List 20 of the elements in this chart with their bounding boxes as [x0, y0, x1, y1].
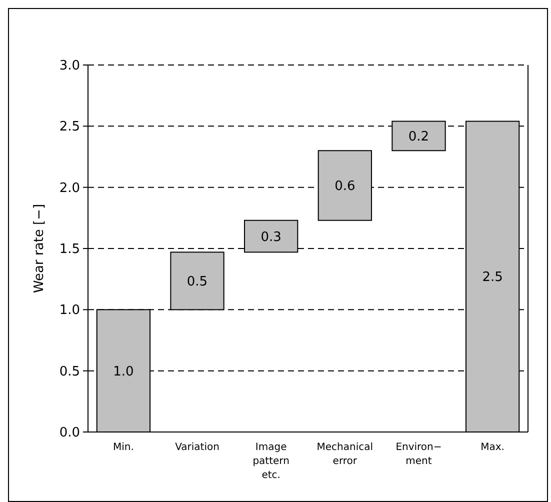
x-tick-label: Mechanical error — [316, 442, 374, 467]
y-tick-label: 1.0 — [59, 303, 80, 318]
y-tick-label: 2.0 — [59, 180, 80, 196]
x-tick-label: Image pattern etc. — [252, 442, 290, 481]
x-tick-label: Environ− ment — [396, 442, 442, 467]
data-label: 0.2 — [408, 130, 430, 145]
data-label: 0.3 — [260, 230, 282, 245]
y-tick-label: 2.5 — [59, 120, 80, 135]
data-label: 2.5 — [482, 270, 503, 286]
x-tick-label: Min. — [112, 442, 134, 453]
y-tick-label: 0.5 — [59, 364, 80, 380]
y-tick-label: 1.5 — [59, 242, 80, 258]
y-axis-title: Wear rate [−] — [32, 204, 47, 294]
x-tick-label: Max. — [480, 442, 504, 453]
data-label: 0.6 — [334, 179, 356, 194]
y-tick-label: 0.0 — [59, 426, 80, 441]
data-label: 1.0 — [113, 364, 134, 380]
y-tick-label: 3.0 — [59, 58, 80, 74]
x-tick-label: Variation — [175, 442, 220, 453]
data-label: 0.5 — [186, 274, 208, 290]
